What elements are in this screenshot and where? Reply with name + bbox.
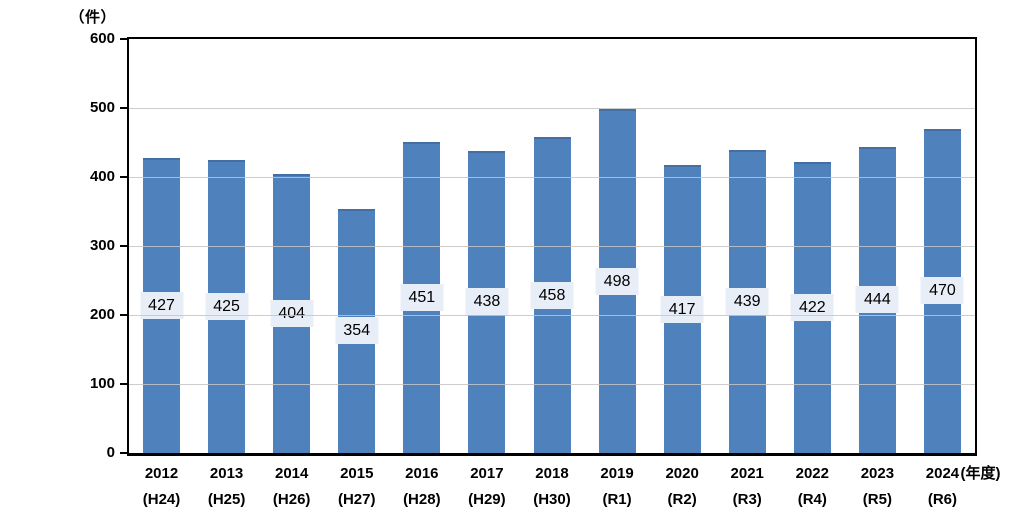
bar-value-label: 444 — [855, 286, 899, 314]
x-axis-year: 2018 — [535, 465, 569, 482]
gridline — [129, 315, 975, 316]
x-axis-unit-suffix: (年度) — [960, 465, 1001, 482]
y-tick-mark — [120, 452, 127, 454]
x-axis-era: (H26) — [272, 491, 311, 508]
x-axis-era: (R5) — [862, 491, 892, 508]
grid-layer — [129, 39, 975, 453]
bar: 354 — [335, 208, 379, 453]
x-axis-era: (R4) — [797, 491, 827, 508]
x-axis-year: 2017 — [470, 465, 504, 482]
plot-area: 427 425 404 354 451 438 458 498 417 439 422 444 470 — [127, 37, 977, 456]
x-axis-era: (H25) — [207, 491, 246, 508]
y-tick-label: 0 — [106, 444, 115, 461]
x-axis-year: 2012 — [144, 465, 179, 482]
x-axis-label: 2023 (R5) — [845, 461, 910, 513]
gridline — [129, 384, 975, 385]
x-axis-year: 2019 — [600, 465, 634, 482]
bar: 427 — [140, 158, 184, 453]
gridline — [129, 108, 975, 109]
bar-value-label: 422 — [790, 293, 834, 321]
x-axis-label: 2016 (H28) — [389, 461, 454, 513]
bar-value-label: 417 — [660, 295, 704, 323]
bar-value-label: 354 — [335, 317, 379, 345]
x-axis-era: (H28) — [403, 491, 441, 508]
bar-value-label: 404 — [270, 300, 314, 328]
bar: 425 — [205, 159, 249, 453]
y-tick-mark — [120, 383, 127, 385]
bar-value-label: 498 — [595, 267, 639, 295]
x-axis-era: (H24) — [142, 491, 181, 508]
bar-value-label: 439 — [725, 288, 769, 316]
bar-value-label: 470 — [920, 277, 964, 305]
bar: 439 — [725, 150, 769, 453]
bar-value-label: 451 — [400, 283, 444, 311]
gridline — [129, 177, 975, 178]
bar: 498 — [595, 109, 639, 453]
bar: 451 — [400, 141, 444, 453]
bar-value-label: 458 — [530, 281, 574, 309]
bar: 444 — [855, 146, 899, 453]
x-axis-year: 2024 — [925, 465, 960, 482]
x-axis-label: 2015 (H27) — [324, 461, 389, 513]
y-tick-mark — [120, 176, 127, 178]
y-tick-label: 500 — [89, 99, 115, 116]
bar: 438 — [465, 150, 509, 453]
x-axis-label: 2020 (R2) — [650, 461, 715, 513]
x-axis-label: 2024 (年度) (R6) — [910, 461, 1001, 513]
y-tick-mark — [120, 314, 127, 316]
bar: 470 — [920, 128, 964, 453]
gridline — [129, 246, 975, 247]
y-tick-label: 400 — [89, 168, 115, 185]
y-axis-unit-label: （件） — [69, 9, 116, 26]
x-axis-era: (H29) — [468, 491, 506, 508]
x-axis-year: 2023 — [860, 465, 895, 482]
x-axis-era: (H27) — [337, 491, 376, 508]
y-tick-label: 300 — [89, 237, 115, 254]
bar: 458 — [530, 136, 574, 453]
x-axis-label: 2014 (H26) — [259, 461, 324, 513]
x-axis-label: 2012 (H24) — [129, 461, 194, 513]
bar-value-label: 427 — [140, 292, 184, 320]
x-axis-era: (R2) — [667, 491, 697, 508]
y-tick-mark — [120, 107, 127, 109]
bar: 417 — [660, 165, 704, 453]
bar: 422 — [790, 161, 834, 453]
x-axis-year: 2021 — [730, 465, 764, 482]
x-axis-year: 2022 — [795, 465, 829, 482]
x-axis-era: (R1) — [602, 491, 632, 508]
x-axis-year: 2020 — [665, 465, 699, 482]
y-tick-mark — [120, 245, 127, 247]
x-axis-year: 2015 — [340, 465, 374, 482]
y-tick-label: 200 — [89, 306, 115, 323]
bars-layer: 427 425 404 354 451 438 458 498 417 439 422 444 470 — [129, 39, 975, 453]
x-axis-label: 2021 (R3) — [715, 461, 780, 513]
x-axis-era: (R3) — [732, 491, 762, 508]
y-tick-mark — [120, 38, 127, 40]
x-axis-era: (H30) — [533, 491, 571, 508]
x-axis-label: 2022 (R4) — [780, 461, 845, 513]
x-axis-year: 2013 — [209, 465, 244, 482]
y-tick-label: 100 — [89, 375, 115, 392]
bar: 404 — [270, 174, 314, 453]
x-axis-label: 2017 (H29) — [454, 461, 519, 513]
x-axis-year: 2014 — [274, 465, 309, 482]
x-axis-label: 2019 (R1) — [585, 461, 650, 513]
bar-value-label: 438 — [465, 288, 509, 316]
x-axis-label: 2013 (H25) — [194, 461, 259, 513]
x-axis-label: 2018 (H30) — [519, 461, 584, 513]
y-tick-label: 600 — [89, 30, 115, 47]
x-axis-era: (R6) — [927, 491, 958, 508]
x-axis-year: 2016 — [405, 465, 439, 482]
